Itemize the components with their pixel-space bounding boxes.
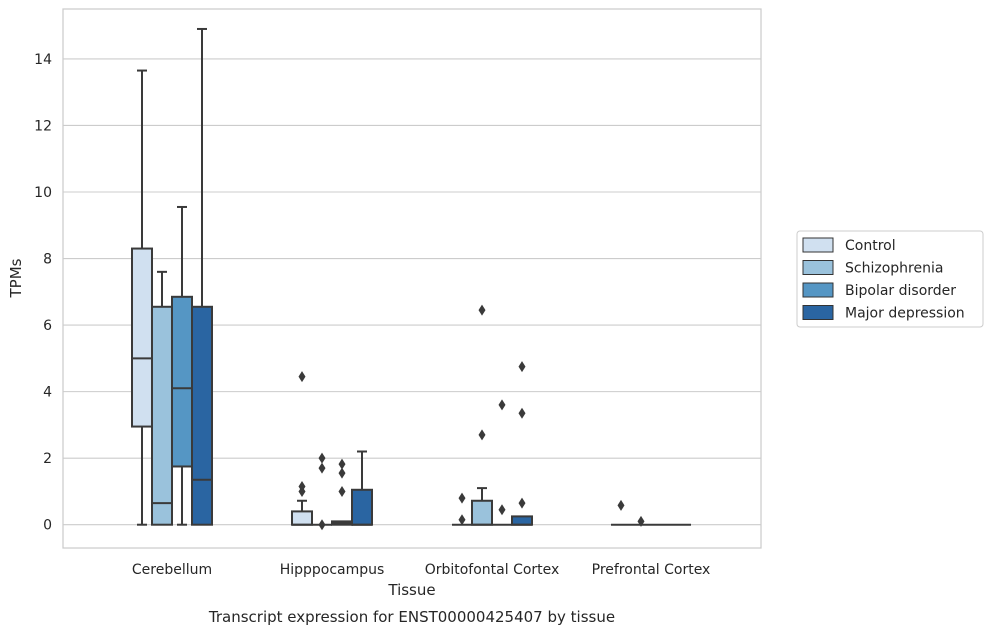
iqr-box bbox=[471, 499, 493, 526]
y-tick-label: 12 bbox=[34, 118, 52, 134]
legend-swatch bbox=[802, 237, 834, 253]
y-axis-label: TPMs bbox=[7, 258, 25, 298]
legend-swatch bbox=[802, 305, 834, 320]
outlier-point bbox=[637, 515, 645, 527]
boxes bbox=[131, 27, 691, 531]
legend-swatch bbox=[802, 260, 834, 275]
box-1-2 bbox=[331, 458, 353, 526]
box-0-2 bbox=[171, 205, 193, 526]
box-0-1 bbox=[151, 270, 173, 526]
box-2-0 bbox=[452, 492, 472, 526]
box-1-1 bbox=[312, 452, 332, 531]
iqr-box bbox=[131, 247, 153, 428]
outlier-point bbox=[318, 452, 326, 464]
box-2-2 bbox=[492, 399, 512, 526]
outlier-point bbox=[617, 499, 625, 511]
outlier-point bbox=[458, 514, 466, 526]
legend-entry-label: Major depression bbox=[845, 306, 965, 322]
x-tick-label: Prefrontal Cortex bbox=[592, 562, 711, 578]
y-tick-label: 10 bbox=[34, 185, 52, 201]
x-axis-label: Tissue bbox=[387, 581, 435, 599]
outlier-point bbox=[518, 407, 526, 419]
legend-entry-label: Schizophrenia bbox=[845, 261, 943, 277]
outlier-point bbox=[498, 504, 506, 516]
x-tick-labels: Cerebellum Hipppocampus Orbitofontal Corte… bbox=[132, 562, 710, 578]
legend: Control Schizophrenia Bipolar disorder Majo… bbox=[796, 230, 984, 328]
legend-entry-label: Bipolar disorder bbox=[845, 283, 956, 299]
iqr-box bbox=[151, 305, 173, 526]
outlier-point bbox=[318, 462, 326, 474]
iqr-box bbox=[351, 488, 373, 526]
chart-caption: Transcript expression for ENST0000042540… bbox=[208, 608, 615, 626]
iqr-box bbox=[291, 510, 313, 526]
outlier-point bbox=[478, 304, 486, 316]
y-tick-label: 0 bbox=[43, 518, 52, 534]
y-tick-labels: 0 2 4 6 8 10 12 14 bbox=[34, 52, 52, 534]
box-2-3 bbox=[511, 361, 533, 526]
box-3-1 bbox=[631, 515, 651, 527]
x-tick-label: Hipppocampus bbox=[280, 562, 385, 578]
outlier-point bbox=[338, 467, 346, 479]
y-tick-label: 4 bbox=[43, 385, 52, 401]
outlier-point bbox=[338, 458, 346, 470]
outlier-point bbox=[298, 485, 306, 497]
outlier-point bbox=[518, 497, 526, 509]
x-tick-label: Orbitofontal Cortex bbox=[425, 562, 560, 578]
outlier-point bbox=[498, 399, 506, 411]
iqr-box bbox=[511, 515, 533, 526]
y-tick-label: 14 bbox=[34, 52, 52, 68]
y-tick-label: 6 bbox=[43, 318, 52, 334]
iqr-box bbox=[171, 295, 193, 468]
legend-entry-label: Control bbox=[845, 238, 896, 254]
y-tick-label: 8 bbox=[43, 252, 52, 268]
outlier-point bbox=[518, 361, 526, 373]
iqr-box bbox=[191, 305, 213, 526]
outlier-point bbox=[318, 519, 326, 531]
box-1-0 bbox=[291, 371, 313, 526]
legend-swatch bbox=[802, 282, 834, 298]
x-tick-label: Cerebellum bbox=[132, 562, 212, 578]
outlier-point bbox=[478, 429, 486, 441]
plot-frame bbox=[62, 8, 762, 549]
box-2-1 bbox=[471, 304, 493, 526]
box-3-0 bbox=[611, 499, 631, 526]
y-tick-label: 2 bbox=[43, 451, 52, 467]
box-0-3 bbox=[191, 27, 213, 526]
outlier-point bbox=[338, 485, 346, 497]
box-1-3 bbox=[351, 450, 373, 526]
outlier-point bbox=[458, 492, 466, 504]
outlier-point bbox=[298, 371, 306, 383]
box-0-0 bbox=[131, 69, 153, 526]
legend-frame bbox=[796, 230, 984, 328]
